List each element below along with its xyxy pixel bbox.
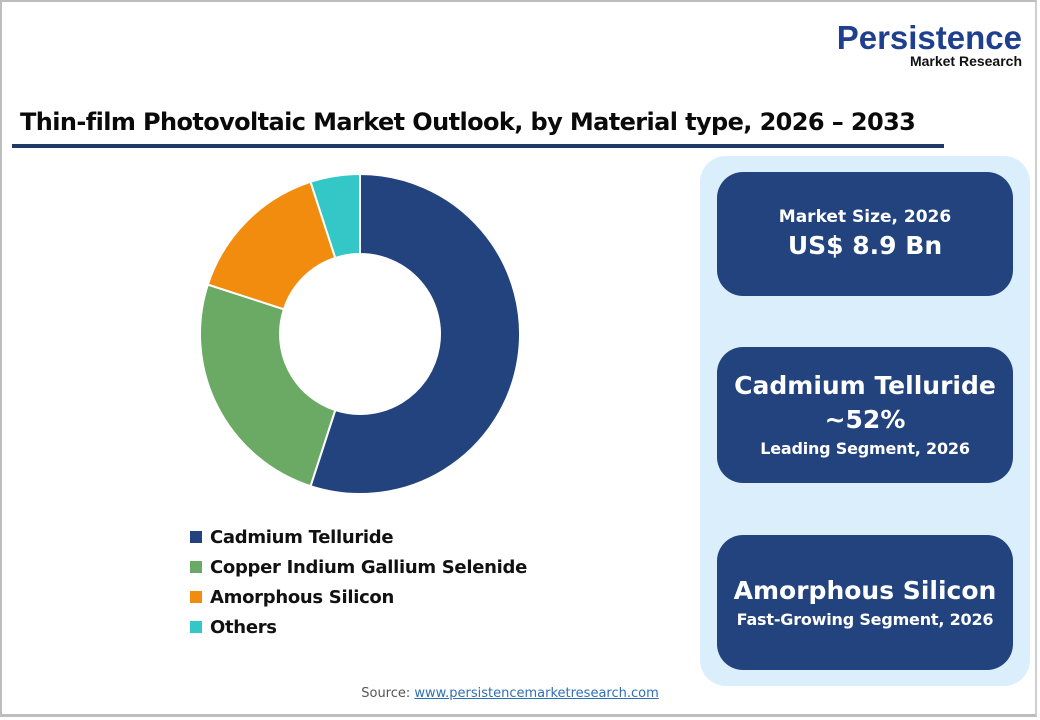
donut-slice [309, 172, 521, 495]
legend-item: Others [190, 612, 527, 642]
legend-item: Cadmium Telluride [190, 522, 527, 552]
source-line: Source: www.persistencemarketresearch.co… [0, 686, 1020, 701]
market-size-label: Market Size, 2026 [778, 207, 952, 227]
logo-subtitle: Market Research [909, 53, 1022, 69]
leading-segment-name: Cadmium Telluride [734, 371, 996, 400]
donut-slice [199, 283, 337, 488]
donut-chart [199, 172, 521, 495]
fastest-segment-name: Amorphous Silicon [733, 575, 997, 605]
legend-swatch-icon [190, 621, 202, 633]
market-size-card: Market Size, 2026 US$ 8.9 Bn [717, 172, 1013, 296]
leading-segment-card: Cadmium Telluride ~52% Leading Segment, … [717, 347, 1013, 483]
fastest-segment-card: Amorphous Silicon Fast-Growing Segment, … [717, 535, 1013, 670]
legend-label: Cadmium Telluride [210, 526, 394, 548]
fastest-segment-caption: Fast-Growing Segment, 2026 [736, 609, 994, 629]
market-size-value: US$ 8.9 Bn [787, 231, 943, 260]
leading-segment-share: ~52% [824, 405, 906, 434]
legend-swatch-icon [190, 561, 202, 573]
legend-label: Others [210, 616, 277, 638]
donut-slice [309, 172, 361, 260]
highlights-panel: Market Size, 2026 US$ 8.9 Bn Cadmium Tel… [700, 156, 1030, 686]
legend-item: Amorphous Silicon [190, 582, 527, 612]
source-prefix: Source: [361, 686, 415, 701]
logo-wordmark: Persistence [836, 19, 1022, 56]
legend-item: Copper Indium Gallium Selenide [190, 552, 527, 582]
leading-segment-caption: Leading Segment, 2026 [760, 439, 970, 458]
source-link[interactable]: www.persistencemarketresearch.com [414, 686, 659, 701]
chart-title: Thin-film Photovoltaic Market Outlook, b… [20, 108, 916, 136]
title-underline [12, 144, 944, 148]
persistence-logo: Persistence Market Research [836, 19, 1022, 69]
chart-legend: Cadmium Telluride Copper Indium Gallium … [190, 522, 527, 642]
legend-label: Copper Indium Gallium Selenide [210, 556, 527, 578]
legend-swatch-icon [190, 591, 202, 603]
legend-label: Amorphous Silicon [210, 586, 395, 608]
legend-swatch-icon [190, 531, 202, 543]
